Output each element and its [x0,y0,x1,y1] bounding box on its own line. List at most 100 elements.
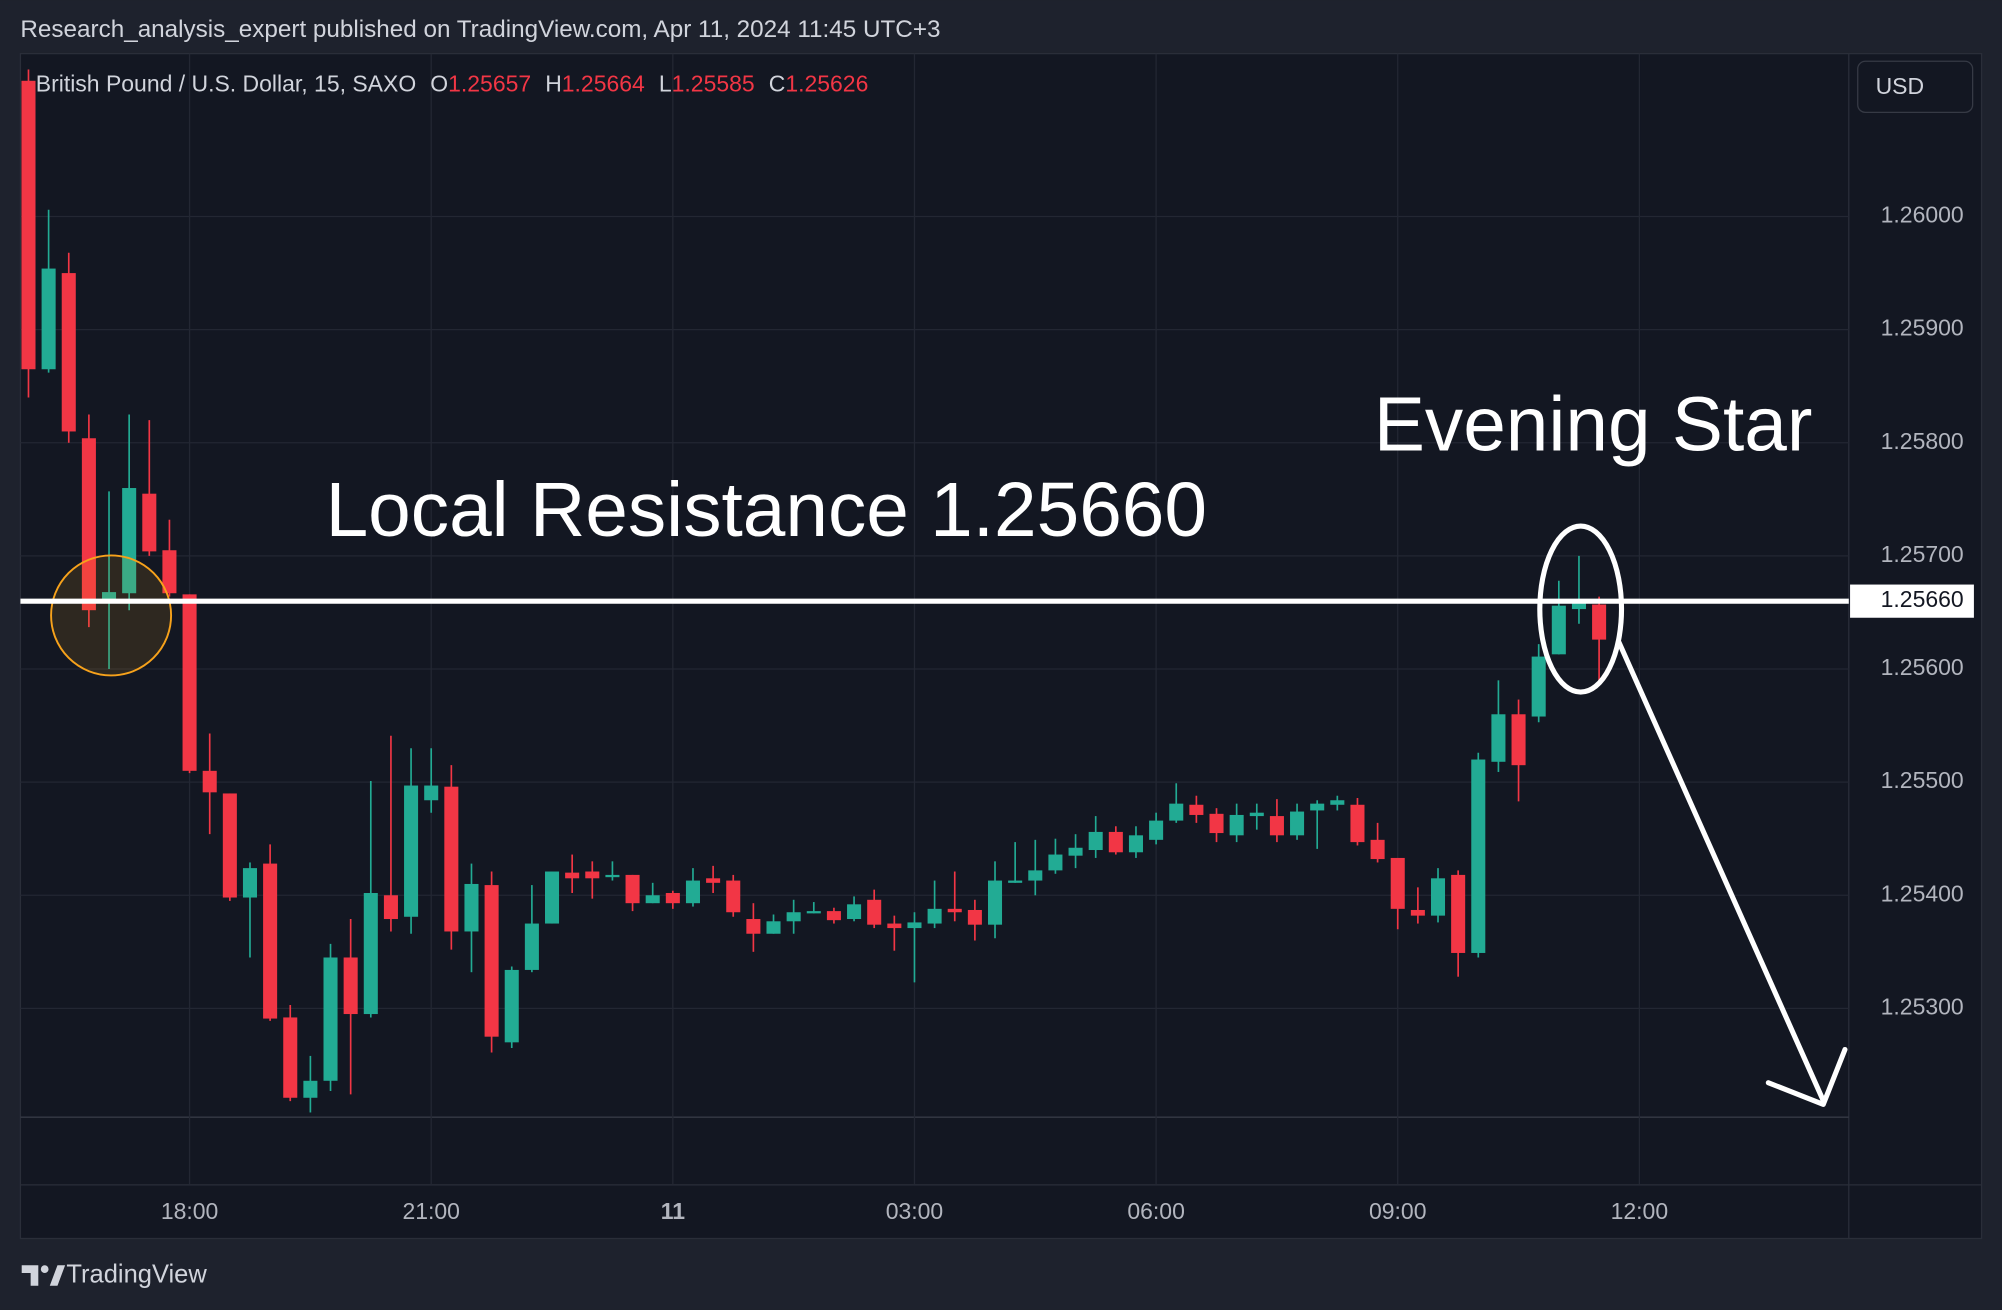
candle-body [1471,759,1486,953]
candle-body [786,912,801,922]
candle-body [746,919,761,934]
candle-body [142,493,157,552]
candle-body [1149,820,1164,840]
candle-body [1390,857,1405,909]
symbol-title: British Pound / U.S. Dollar, 15, SAXO [36,71,416,97]
x-tick-label: 06:00 [1127,1198,1184,1224]
ohlc-label: L [659,71,672,97]
candle-body [81,438,96,611]
candle-body [1350,804,1365,843]
candle-body [887,923,902,929]
candle-body [504,969,519,1043]
x-tick-label: 03:00 [886,1198,943,1224]
candle-body [685,880,700,904]
resistance-price-label: 1.25660 [1881,586,1964,612]
y-tick-label: 1.26000 [1881,202,1964,228]
candle-body [625,874,640,904]
candle-body [806,911,821,914]
y-tick-label: 1.25400 [1881,880,1964,906]
candle-body [242,868,258,898]
highlight-circle [50,554,173,677]
y-tick-label: 1.25700 [1881,541,1964,567]
candle-body [766,921,781,934]
y-tick-label: 1.25600 [1881,654,1964,680]
legend: British Pound / U.S. Dollar, 15, SAXO O1… [36,71,869,97]
brand: TradingView [21,1260,207,1288]
currency-label: USD [1876,73,1924,99]
candle-body [343,957,358,1015]
published-note: Research_analysis_expert published on Tr… [20,16,940,43]
candle-body [1189,804,1204,815]
candle-body [41,268,56,370]
candle-body [605,874,620,878]
candle-body [1551,605,1566,655]
candle-body [1370,839,1385,860]
candle-body [1028,870,1043,881]
x-tick-label: 12:00 [1611,1198,1668,1224]
ohlc-value: 1.25657 [448,71,531,97]
brand-icon [40,1265,49,1273]
candle-body [927,908,942,924]
candle-body [464,883,479,932]
candle-body [565,872,580,879]
y-tick-label: 1.25800 [1881,428,1964,454]
candle-body [162,550,177,594]
candle-body [867,899,882,925]
candle-body [61,273,76,432]
brand-name: TradingView [66,1260,207,1288]
chart-panel [19,52,1983,1240]
candle-body [102,592,117,602]
candle-body [1310,803,1325,811]
pattern-ellipse [1537,523,1625,695]
candle-body [303,1080,318,1098]
down-arrow [1616,639,1848,1107]
ohlc-value: 1.25664 [562,71,645,97]
candle-body [1048,854,1063,871]
candle-body [1269,816,1284,836]
candle-body [484,885,499,1037]
candle-body [404,785,419,917]
candle-body [21,80,36,370]
candle-body [1511,714,1526,766]
x-tick-label: 18:00 [161,1198,218,1224]
candle-body [1068,847,1083,856]
candle-body [1108,831,1123,853]
y-tick-label: 1.25500 [1881,767,1964,793]
ohlc-value: 1.25626 [785,71,868,97]
ohlc-label: C [769,71,786,97]
brand-icon [21,1265,39,1286]
candle-body [524,923,539,970]
brand-icon [49,1265,66,1286]
y-tick-label: 1.25300 [1881,993,1964,1019]
candle-body [1169,803,1184,821]
candle-body [585,871,600,879]
candle-body [1430,878,1446,916]
overlay: 1.25660 [20,584,1974,618]
candle-body [263,863,278,1019]
candles [21,69,1607,1113]
candle-body [1088,831,1103,851]
ohlc-label: O [430,71,448,97]
currency-button[interactable] [1857,60,1974,114]
candle-body [1451,874,1466,953]
candle-body [1531,656,1546,717]
candle-body [1128,835,1143,853]
candle-body [222,793,237,898]
candle-body [907,922,922,929]
candle-body [726,880,741,913]
candle-body [283,1017,298,1098]
candle-body [383,895,398,920]
annotation: Local Resistance 1.25660 [326,468,1207,553]
candle-body [424,785,439,801]
candle-body [826,911,841,921]
x-tick-label: 09:00 [1369,1198,1426,1224]
candle-body [1491,714,1506,762]
candle-body [122,488,137,594]
candle-body [706,878,721,883]
candle-body [1592,604,1607,640]
ohlc-value: 1.25585 [672,71,755,97]
candle-body [1290,811,1305,836]
candle-body [1209,813,1224,834]
